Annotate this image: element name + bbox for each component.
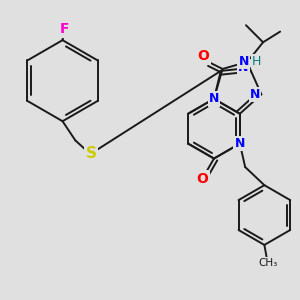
Text: N: N (239, 55, 249, 68)
Text: N: N (250, 88, 260, 101)
Text: CH₃: CH₃ (258, 258, 277, 268)
Text: N: N (209, 92, 219, 105)
Text: H: H (252, 55, 261, 68)
Text: F: F (60, 22, 69, 37)
Text: S: S (86, 146, 97, 161)
Text: N: N (235, 137, 245, 150)
Text: N: N (238, 61, 248, 74)
Text: O: O (197, 49, 209, 63)
Text: O: O (196, 172, 208, 186)
